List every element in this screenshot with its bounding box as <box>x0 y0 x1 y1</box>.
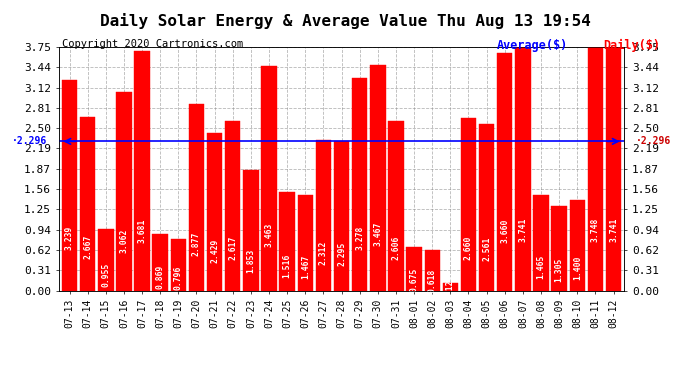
Text: 3.681: 3.681 <box>137 219 146 243</box>
Bar <box>135 51 150 291</box>
Bar <box>461 118 476 291</box>
Text: 3.467: 3.467 <box>373 222 382 246</box>
Bar <box>515 48 531 291</box>
Bar <box>207 133 222 291</box>
Text: 1.516: 1.516 <box>283 254 292 278</box>
Bar <box>406 247 422 291</box>
Text: 0.618: 0.618 <box>428 268 437 293</box>
Text: 3.748: 3.748 <box>591 217 600 242</box>
Bar <box>497 53 513 291</box>
Text: 2.295: 2.295 <box>337 241 346 266</box>
Text: 3.062: 3.062 <box>119 229 128 253</box>
Text: 0.675: 0.675 <box>410 267 419 292</box>
Text: 2.606: 2.606 <box>391 236 400 261</box>
Text: 2.877: 2.877 <box>192 232 201 256</box>
Bar <box>551 206 567 291</box>
Text: Average($): Average($) <box>497 39 568 53</box>
Bar <box>152 234 168 291</box>
Text: 0.869: 0.869 <box>156 264 165 289</box>
Text: ·2.296: ·2.296 <box>635 136 671 146</box>
Bar <box>116 92 132 291</box>
Text: ·2.296: ·2.296 <box>12 136 48 146</box>
Bar <box>170 239 186 291</box>
Text: 1.305: 1.305 <box>555 257 564 282</box>
Bar <box>279 192 295 291</box>
Bar <box>225 120 240 291</box>
Text: 2.660: 2.660 <box>464 235 473 260</box>
Bar <box>443 283 458 291</box>
Bar <box>334 141 349 291</box>
Text: 0.123: 0.123 <box>446 274 455 299</box>
Text: 2.667: 2.667 <box>83 235 92 260</box>
Text: 3.741: 3.741 <box>609 217 618 242</box>
Text: 3.463: 3.463 <box>264 222 273 246</box>
Bar <box>80 117 95 291</box>
Bar <box>189 104 204 291</box>
Text: Daily($): Daily($) <box>604 39 661 53</box>
Text: 3.278: 3.278 <box>355 225 364 249</box>
Bar <box>533 195 549 291</box>
Text: 1.853: 1.853 <box>246 248 255 273</box>
Text: Copyright 2020 Cartronics.com: Copyright 2020 Cartronics.com <box>62 39 244 50</box>
Bar <box>62 80 77 291</box>
Text: 1.467: 1.467 <box>301 255 310 279</box>
Bar <box>297 195 313 291</box>
Text: 1.465: 1.465 <box>537 255 546 279</box>
Text: 2.561: 2.561 <box>482 237 491 261</box>
Bar <box>98 228 114 291</box>
Text: 2.429: 2.429 <box>210 239 219 263</box>
Text: 0.796: 0.796 <box>174 266 183 290</box>
Bar <box>569 200 585 291</box>
Text: 2.312: 2.312 <box>319 241 328 265</box>
Text: 3.239: 3.239 <box>65 226 74 250</box>
Bar <box>388 121 404 291</box>
Bar <box>588 47 603 291</box>
Text: 3.660: 3.660 <box>500 219 509 243</box>
Bar <box>262 66 277 291</box>
Text: Daily Solar Energy & Average Value Thu Aug 13 19:54: Daily Solar Energy & Average Value Thu A… <box>99 13 591 29</box>
Bar <box>424 251 440 291</box>
Bar <box>316 140 331 291</box>
Text: 1.400: 1.400 <box>573 256 582 280</box>
Bar <box>370 65 386 291</box>
Bar <box>243 170 259 291</box>
Text: 0.955: 0.955 <box>101 263 110 287</box>
Bar <box>352 78 367 291</box>
Bar <box>479 124 494 291</box>
Text: 2.617: 2.617 <box>228 236 237 260</box>
Text: 3.741: 3.741 <box>518 217 527 242</box>
Bar <box>606 48 621 291</box>
